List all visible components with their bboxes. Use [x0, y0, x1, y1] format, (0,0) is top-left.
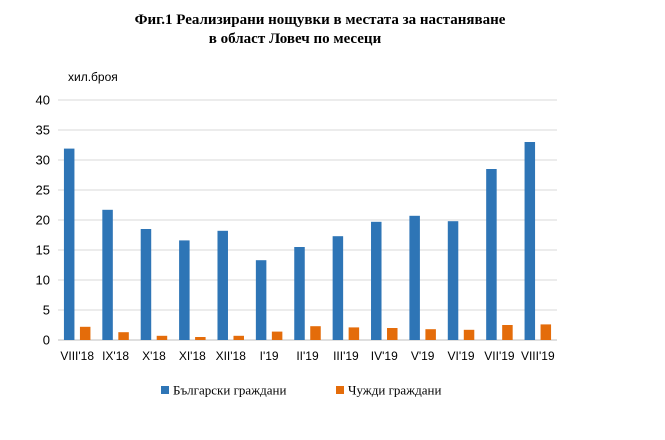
- bar-foreign-2: [156, 335, 168, 340]
- legend-swatch-bulgarian: [161, 386, 169, 394]
- x-tick-label-12: VIII'19: [521, 349, 555, 363]
- bar-bulgarian-12: [524, 142, 536, 340]
- gridlines: [58, 99, 557, 341]
- bar-bulgarian-11: [486, 169, 497, 340]
- legend-label-bulgarian: Български граждани: [173, 383, 286, 398]
- x-tick-label-3: XI'18: [179, 349, 206, 363]
- x-tick-label-0: VIII'18: [60, 349, 94, 363]
- bar-foreign-12: [540, 324, 552, 340]
- bar-foreign-8: [387, 328, 398, 340]
- chart-title-line-1: Фиг.1 Реализирани нощувки в местата за н…: [135, 12, 506, 28]
- legend: Български граждани Чужди граждани: [161, 383, 442, 398]
- bar-bulgarian-1: [102, 209, 113, 340]
- bar-foreign-1: [118, 332, 129, 340]
- y-tick-label-5: 5: [43, 303, 50, 318]
- x-tick-label-10: VI'19: [448, 349, 475, 363]
- chart-title-line-2: в област Ловеч по месеци: [209, 31, 382, 47]
- bar-foreign-0: [79, 326, 91, 340]
- bar-bulgarian-2: [140, 229, 152, 340]
- bar-bulgarian-3: [179, 240, 190, 340]
- bar-foreign-7: [348, 327, 360, 340]
- bar-foreign-9: [425, 329, 436, 340]
- bar-foreign-3: [195, 337, 206, 340]
- bar-bulgarian-9: [409, 215, 420, 340]
- x-axis-ticks: VIII'18 IX'18 X'18 XI'18 XII'18 I'19 II'19 III'…: [60, 349, 555, 363]
- x-tick-label-8: IV'19: [371, 349, 398, 363]
- x-tick-label-5: I'19: [260, 349, 279, 363]
- y-tick-label-10: 10: [36, 273, 50, 288]
- bar-foreign-10: [463, 329, 475, 340]
- y-tick-label-30: 30: [36, 153, 50, 168]
- y-tick-label-40: 40: [36, 93, 50, 108]
- bar-bulgarian-4: [217, 230, 228, 340]
- x-tick-label-2: X'18: [142, 349, 166, 363]
- y-tick-label-0: 0: [43, 333, 50, 348]
- legend-swatch-foreign: [336, 386, 344, 394]
- x-tick-label-7: III'19: [333, 349, 359, 363]
- y-axis-ticks: 0 5 10 15 20 25 30 35 40: [36, 93, 50, 348]
- y-tick-label-25: 25: [36, 183, 50, 198]
- x-tick-label-11: VII'19: [484, 349, 515, 363]
- legend-label-foreign: Чужди граждани: [348, 383, 442, 398]
- y-tick-label-15: 15: [36, 243, 50, 258]
- bar-bulgarian-7: [332, 236, 344, 340]
- y-tick-label-20: 20: [36, 213, 50, 228]
- x-tick-label-1: IX'18: [102, 349, 129, 363]
- x-tick-label-6: II'19: [296, 349, 319, 363]
- bar-bulgarian-0: [63, 148, 75, 340]
- x-tick-label-4: XII'18: [216, 349, 247, 363]
- bar-bulgarian-10: [447, 221, 459, 340]
- y-tick-label-35: 35: [36, 123, 50, 138]
- bar-bulgarian-8: [371, 221, 382, 340]
- x-tick-label-9: V'19: [411, 349, 435, 363]
- bars: [63, 142, 552, 340]
- bar-foreign-5: [271, 331, 283, 340]
- bar-bulgarian-6: [294, 247, 305, 340]
- bar-bulgarian-5: [255, 260, 267, 340]
- bar-foreign-11: [502, 325, 513, 340]
- bar-foreign-6: [310, 326, 321, 340]
- y-axis-unit-label: хил.броя: [68, 70, 118, 84]
- bar-foreign-4: [233, 335, 244, 340]
